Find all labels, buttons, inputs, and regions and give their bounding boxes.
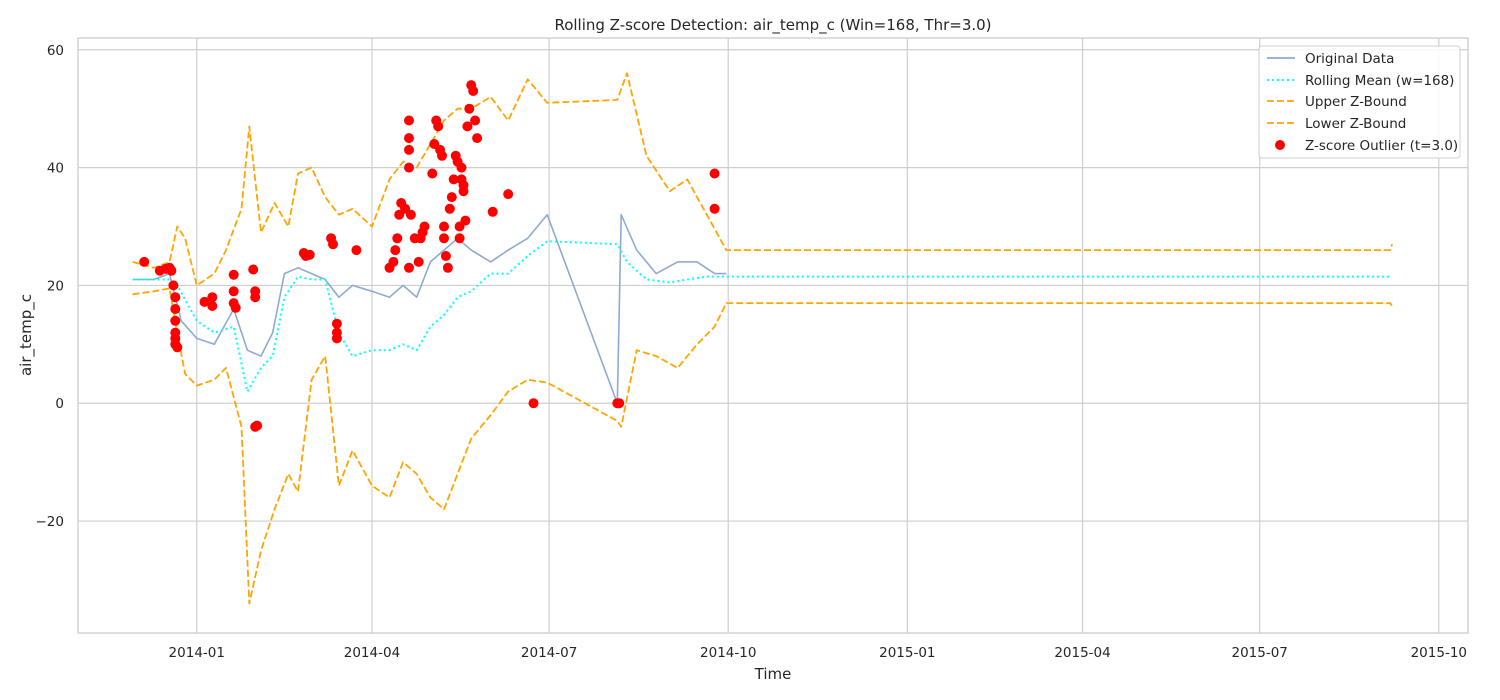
outlier-point: [331, 333, 342, 344]
outlier-point: [472, 133, 483, 144]
outlier-point: [170, 315, 181, 326]
outlier-point: [331, 318, 342, 329]
outlier-point: [470, 115, 481, 126]
outlier-point: [388, 256, 399, 267]
outlier-point: [351, 245, 362, 256]
x-tick-label: 2015-10: [1411, 645, 1467, 661]
y-axis-label: air_temp_c: [17, 294, 36, 376]
outlier-point: [252, 420, 263, 431]
outlier-point: [228, 286, 239, 297]
outlier-point: [439, 221, 449, 232]
series-rolling-mean: [132, 240, 1393, 393]
outlier-point: [528, 398, 539, 409]
legend-label-lower: Lower Z-Bound: [1305, 116, 1406, 132]
x-tick-label: 2014-07: [521, 645, 577, 661]
legend-label-original: Original Data: [1305, 51, 1394, 67]
outlier-point: [207, 292, 218, 303]
plot-frame: [77, 37, 1469, 634]
outlier-point: [468, 86, 479, 96]
outlier-point: [172, 342, 183, 353]
outlier-point: [444, 203, 455, 214]
outlier-point: [170, 292, 181, 303]
outlier-point: [419, 221, 430, 232]
outlier-point: [390, 245, 401, 256]
series-layer: [132, 72, 1393, 605]
outlier-point: [168, 280, 179, 291]
outlier-point: [230, 302, 241, 313]
outlier-point: [413, 256, 424, 267]
series-original-data: [132, 213, 727, 404]
outlier-point: [458, 186, 469, 197]
y-tick-label: 40: [47, 161, 64, 177]
outlier-point: [170, 304, 181, 314]
outlier-point: [709, 203, 720, 214]
outlier-point: [404, 162, 414, 173]
legend-label-upper: Upper Z-Bound: [1305, 94, 1407, 110]
outlier-point: [503, 189, 514, 200]
outlier-point: [199, 296, 210, 307]
outlier-point: [487, 206, 498, 217]
x-tick-label: 2014-10: [700, 645, 756, 661]
outlier-point: [454, 233, 465, 244]
outlier-point: [433, 121, 444, 132]
x-tick-label: 2015-04: [1054, 645, 1110, 661]
outlier-point: [405, 209, 416, 220]
outlier-point: [404, 115, 414, 126]
outlier-point: [139, 256, 150, 267]
x-tick-label: 2015-01: [879, 645, 935, 661]
outlier-point: [460, 215, 471, 226]
outlier-layer: [139, 80, 720, 432]
series-lower-bound: [132, 287, 1393, 605]
x-axis-ticks: 2014-01 2014-04 2014-07 2014-10 2015-01 2015-…: [169, 645, 1467, 661]
y-tick-label: 60: [47, 43, 64, 59]
outlier-point: [392, 233, 403, 244]
outlier-point: [404, 144, 414, 155]
legend-label-mean: Rolling Mean (w=168): [1305, 73, 1454, 89]
outlier-point: [456, 162, 467, 173]
x-tick-label: 2014-01: [169, 645, 225, 661]
series-upper-bound: [132, 72, 1393, 287]
outlier-point: [446, 192, 457, 203]
outlier-point: [404, 262, 414, 273]
legend-swatch-outlier: [1275, 140, 1285, 150]
outlier-point: [464, 103, 475, 114]
legend-box: [1258, 45, 1461, 159]
outlier-point: [328, 239, 338, 250]
outlier-point: [437, 150, 447, 161]
outlier-point: [440, 251, 451, 261]
x-axis-label: Time: [754, 665, 792, 683]
y-tick-label: −20: [36, 514, 65, 530]
outlier-point: [439, 233, 449, 244]
chart-title: Rolling Z-score Detection: air_temp_c (W…: [554, 16, 991, 35]
outlier-point: [207, 301, 218, 311]
outlier-point: [462, 121, 473, 132]
outlier-point: [228, 269, 239, 280]
outlier-point: [709, 168, 720, 179]
x-tick-label: 2015-07: [1231, 645, 1287, 661]
outlier-point: [448, 174, 459, 185]
legend-label-outlier: Z-score Outlier (t=3.0): [1305, 138, 1458, 154]
outlier-point: [304, 249, 315, 260]
outlier-point: [442, 262, 453, 273]
outlier-point: [166, 265, 177, 276]
outlier-point: [427, 168, 438, 179]
outlier-point: [614, 398, 625, 409]
y-tick-label: 0: [55, 396, 64, 412]
outlier-point: [404, 133, 414, 144]
y-axis-ticks: −20 0 20 40 60: [36, 43, 65, 530]
x-tick-label: 2014-04: [344, 645, 400, 661]
outlier-point: [250, 292, 261, 303]
legend: Original Data Rolling Mean (w=168) Upper…: [1258, 45, 1461, 159]
y-tick-label: 20: [47, 278, 64, 294]
outlier-point: [248, 264, 259, 275]
